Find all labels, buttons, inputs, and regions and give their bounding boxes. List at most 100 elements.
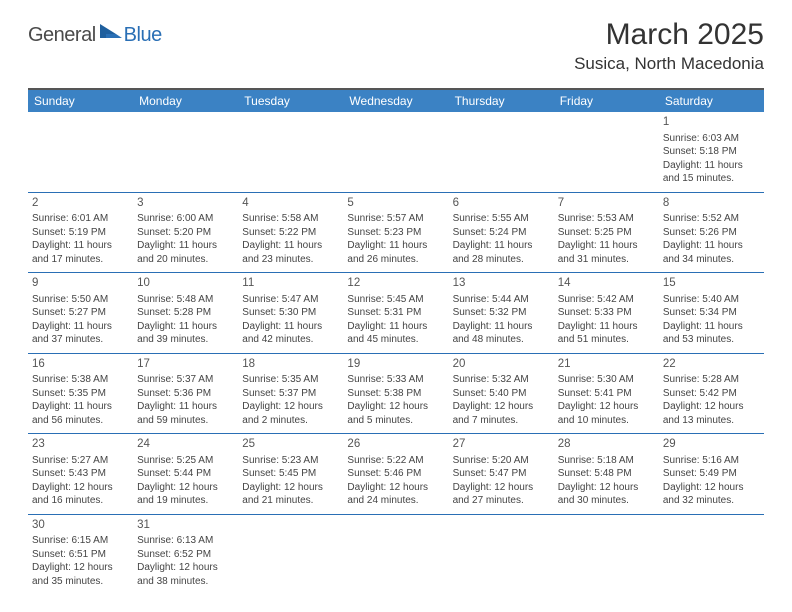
empty-cell [28,112,133,192]
day-number: 30 [32,518,129,534]
day-cell: 5Sunrise: 5:57 AMSunset: 5:23 PMDaylight… [343,193,448,273]
empty-cell [449,112,554,192]
day-detail: Sunrise: 6:00 AM [137,212,234,226]
day-detail: Sunset: 5:44 PM [137,467,234,481]
day-detail: Daylight: 11 hours [242,239,339,253]
day-detail: and 2 minutes. [242,414,339,428]
day-cell: 16Sunrise: 5:38 AMSunset: 5:35 PMDayligh… [28,354,133,434]
day-detail: Sunrise: 5:44 AM [453,293,550,307]
day-number: 18 [242,357,339,373]
day-detail: Daylight: 11 hours [137,400,234,414]
day-detail: Daylight: 12 hours [32,561,129,575]
day-detail: Daylight: 11 hours [663,159,760,173]
day-detail: Daylight: 12 hours [663,481,760,495]
day-detail: Sunrise: 6:03 AM [663,132,760,146]
day-cell: 31Sunrise: 6:13 AMSunset: 6:52 PMDayligh… [133,515,238,595]
day-detail: and 42 minutes. [242,333,339,347]
day-number: 21 [558,357,655,373]
day-detail: Sunrise: 5:48 AM [137,293,234,307]
week-row: 1Sunrise: 6:03 AMSunset: 5:18 PMDaylight… [28,112,764,193]
day-cell: 9Sunrise: 5:50 AMSunset: 5:27 PMDaylight… [28,273,133,353]
empty-cell [343,112,448,192]
empty-cell [238,515,343,595]
day-number: 20 [453,357,550,373]
day-detail: Sunrise: 5:23 AM [242,454,339,468]
logo-text-general: General [28,24,96,47]
day-detail: Sunset: 5:34 PM [663,306,760,320]
day-number: 27 [453,437,550,453]
empty-cell [449,515,554,595]
day-number: 4 [242,196,339,212]
day-number: 3 [137,196,234,212]
day-detail: Sunset: 5:38 PM [347,387,444,401]
day-detail: Daylight: 11 hours [663,320,760,334]
day-number: 8 [663,196,760,212]
day-detail: and 30 minutes. [558,494,655,508]
dow-cell: Monday [133,90,238,112]
day-number: 23 [32,437,129,453]
day-detail: Sunrise: 5:25 AM [137,454,234,468]
day-number: 11 [242,276,339,292]
day-detail: Sunset: 5:46 PM [347,467,444,481]
dow-cell: Thursday [449,90,554,112]
day-detail: Daylight: 12 hours [32,481,129,495]
day-detail: and 53 minutes. [663,333,760,347]
empty-cell [554,515,659,595]
day-cell: 19Sunrise: 5:33 AMSunset: 5:38 PMDayligh… [343,354,448,434]
day-detail: Daylight: 12 hours [558,400,655,414]
day-detail: Sunrise: 5:37 AM [137,373,234,387]
day-detail: Sunrise: 5:27 AM [32,454,129,468]
day-number: 25 [242,437,339,453]
day-cell: 29Sunrise: 5:16 AMSunset: 5:49 PMDayligh… [659,434,764,514]
dow-cell: Saturday [659,90,764,112]
day-detail: Sunrise: 5:57 AM [347,212,444,226]
day-number: 12 [347,276,444,292]
day-number: 6 [453,196,550,212]
day-detail: and 10 minutes. [558,414,655,428]
day-cell: 3Sunrise: 6:00 AMSunset: 5:20 PMDaylight… [133,193,238,273]
day-detail: Sunrise: 6:15 AM [32,534,129,548]
day-cell: 23Sunrise: 5:27 AMSunset: 5:43 PMDayligh… [28,434,133,514]
day-detail: Sunset: 5:26 PM [663,226,760,240]
empty-cell [133,112,238,192]
day-detail: Sunset: 5:45 PM [242,467,339,481]
day-cell: 28Sunrise: 5:18 AMSunset: 5:48 PMDayligh… [554,434,659,514]
day-detail: and 48 minutes. [453,333,550,347]
day-detail: Daylight: 11 hours [32,400,129,414]
day-cell: 22Sunrise: 5:28 AMSunset: 5:42 PMDayligh… [659,354,764,434]
location-label: Susica, North Macedonia [574,54,764,74]
day-detail: Sunrise: 6:01 AM [32,212,129,226]
day-detail: Sunrise: 5:50 AM [32,293,129,307]
empty-cell [238,112,343,192]
day-cell: 10Sunrise: 5:48 AMSunset: 5:28 PMDayligh… [133,273,238,353]
day-detail: and 56 minutes. [32,414,129,428]
day-detail: Sunset: 5:40 PM [453,387,550,401]
day-number: 1 [663,115,760,131]
day-detail: Daylight: 11 hours [347,239,444,253]
day-detail: Daylight: 11 hours [453,239,550,253]
day-cell: 11Sunrise: 5:47 AMSunset: 5:30 PMDayligh… [238,273,343,353]
day-detail: Daylight: 11 hours [32,320,129,334]
day-detail: Sunset: 5:19 PM [32,226,129,240]
day-detail: Daylight: 12 hours [663,400,760,414]
page-title: March 2025 [574,18,764,52]
day-detail: Daylight: 11 hours [347,320,444,334]
day-detail: Daylight: 12 hours [137,481,234,495]
day-detail: and 35 minutes. [32,575,129,589]
day-cell: 21Sunrise: 5:30 AMSunset: 5:41 PMDayligh… [554,354,659,434]
day-detail: Daylight: 11 hours [137,239,234,253]
day-detail: Sunrise: 5:40 AM [663,293,760,307]
day-detail: Sunset: 5:20 PM [137,226,234,240]
day-number: 24 [137,437,234,453]
day-detail: Sunrise: 5:47 AM [242,293,339,307]
day-detail: Daylight: 12 hours [453,481,550,495]
day-detail: Daylight: 11 hours [558,320,655,334]
day-detail: Sunset: 5:33 PM [558,306,655,320]
day-number: 28 [558,437,655,453]
day-detail: Sunset: 6:52 PM [137,548,234,562]
day-detail: and 37 minutes. [32,333,129,347]
week-row: 30Sunrise: 6:15 AMSunset: 6:51 PMDayligh… [28,515,764,595]
day-detail: Sunrise: 5:55 AM [453,212,550,226]
week-row: 23Sunrise: 5:27 AMSunset: 5:43 PMDayligh… [28,434,764,515]
day-detail: Sunset: 5:28 PM [137,306,234,320]
